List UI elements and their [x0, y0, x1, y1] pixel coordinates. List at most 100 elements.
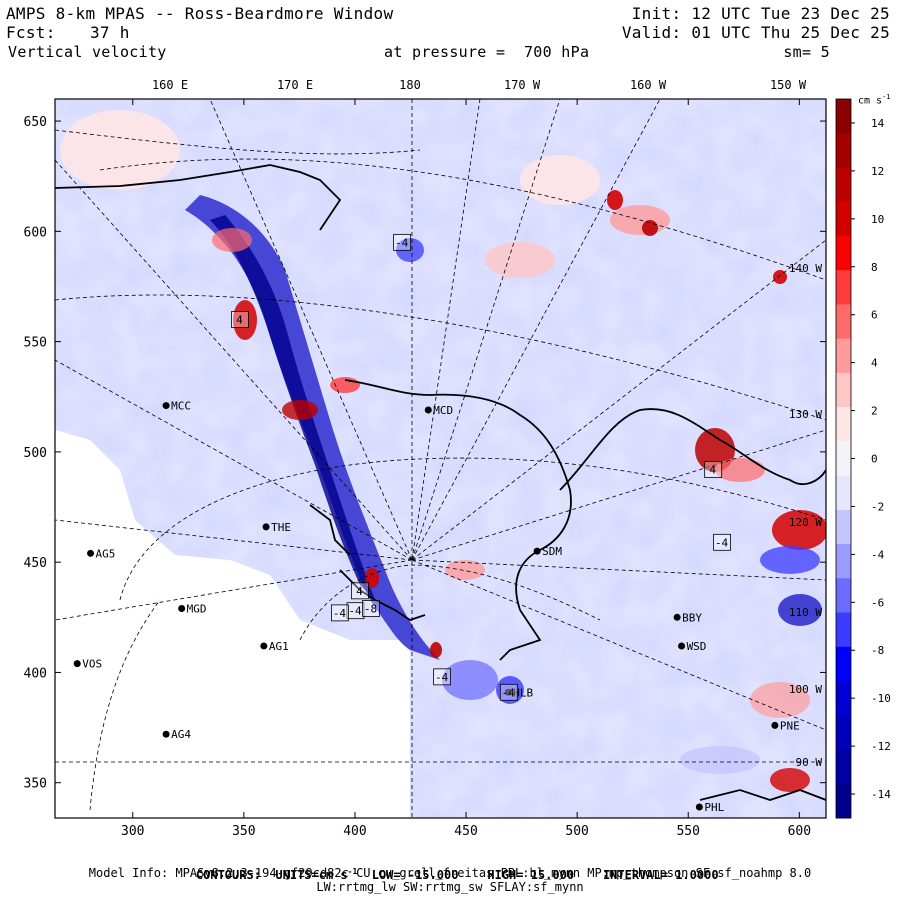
station-dot: [533, 547, 541, 555]
longitude-label-right: 100 W: [789, 683, 822, 696]
colorbar-label: -14: [871, 788, 891, 801]
y-tick-label: 400: [24, 666, 47, 681]
x-tick-label: 550: [676, 824, 699, 839]
contours-label: CONTOURS:: [195, 868, 261, 882]
contour-label-box: [704, 461, 723, 478]
colorbar-label: -4: [871, 548, 885, 561]
station-dot: [260, 642, 268, 650]
colorbar-label: -6: [871, 596, 884, 609]
contour-label-box: [231, 311, 249, 328]
station-label: PNE: [780, 719, 800, 732]
contour-units: UNITS=cm s: [275, 868, 348, 882]
colorbar-swatch: [836, 475, 851, 511]
contour-label-box: [713, 533, 731, 551]
colorbar-swatch: [836, 235, 851, 271]
contour-label-text: -8: [364, 602, 377, 615]
x-tick-label: 300: [121, 824, 144, 839]
station-label: AG4: [171, 728, 191, 741]
station-label: HLB: [513, 686, 533, 699]
colorbar-label: 10: [871, 213, 884, 226]
station-label: AG1: [269, 640, 289, 653]
colorbar: 14 12 10 8 6 4 2 0 -2 -4 -6 -8 -10 -12 -14: [835, 98, 891, 819]
contour-label-text: 4: [709, 464, 716, 477]
longitude-labels-top: 160 E 170 E 180 170 W 160 W 150 W: [152, 78, 807, 92]
colorbar-swatch: [836, 783, 851, 819]
colorbar-units-exponent: -1: [882, 93, 891, 101]
colorbar-swatch: [836, 749, 851, 785]
colorbar-label: -2: [871, 500, 884, 513]
x-tick-label: 500: [565, 824, 588, 839]
station-dot: [162, 402, 170, 410]
colorbar-swatch: [836, 578, 851, 614]
field-name: Vertical velocity: [8, 43, 167, 61]
contour-label-text: -4: [395, 236, 409, 249]
colorbar-swatch: [836, 133, 851, 168]
x-tick-label: 400: [343, 824, 366, 839]
contour-high: HIGH= 15.000: [487, 868, 575, 882]
colorbar-label: -12: [871, 740, 891, 753]
y-tick-label: 650: [24, 115, 47, 130]
colorbar-label: -8: [871, 644, 884, 657]
station-label: SDM: [542, 545, 562, 558]
station-dot: [695, 803, 703, 811]
smoothing-value: sm= 5: [783, 43, 830, 61]
contour-label-box: [499, 683, 518, 701]
forecast-label: Fcst:: [6, 23, 56, 42]
forecast-hour: 37 h: [90, 23, 130, 42]
colorbar-label: 0: [871, 453, 878, 466]
physics-info: LW:rrtmg_lw SW:rrtmg_sw SFLAY:sf_mynn: [316, 880, 584, 894]
longitude-label-top: 150 W: [770, 78, 807, 92]
y-tick-label: 550: [24, 336, 47, 351]
longitude-label-right: 90 W: [796, 756, 823, 769]
longitude-label-top: 170 E: [277, 78, 313, 92]
contour-interval: INTERVAL= 1.0000: [602, 868, 719, 882]
pressure-level: at pressure = 700 hPa: [384, 43, 590, 61]
graticule: [55, 99, 826, 818]
colorbar-label: 12: [871, 165, 884, 178]
station-dot: [87, 549, 95, 557]
coastline: [55, 164, 826, 801]
colorbar-label: 6: [871, 309, 878, 322]
longitude-label-right: 120 W: [789, 516, 822, 529]
y-tick-label: 350: [24, 777, 47, 792]
contour-label-text: 4: [356, 585, 363, 598]
station-label: VOS: [82, 658, 102, 671]
colorbar-swatch: [836, 715, 851, 751]
contour-label-box: [331, 604, 349, 622]
station-label: AG5: [96, 547, 116, 560]
x-axis: 300 350 400 450 500 550 600: [121, 99, 811, 839]
y-tick-label: 450: [24, 556, 47, 571]
plot-title: AMPS 8-km MPAS -- Ross-Beardmore Window: [6, 4, 394, 23]
colorbar-swatch: [836, 407, 851, 442]
colorbar-label: 4: [871, 357, 878, 370]
longitude-label-top: 170 W: [504, 78, 541, 92]
colorbar-swatch: [836, 441, 851, 477]
station-dot: [162, 730, 170, 738]
longitude-label-right: 140 W: [789, 262, 822, 275]
station-dot: [178, 604, 186, 612]
contour-labels: -444-4 -8-4-4-4-44: [231, 233, 731, 701]
colorbar-label: 8: [871, 261, 878, 274]
station-dot: [678, 642, 686, 650]
longitude-label-right: 130 W: [789, 408, 822, 421]
x-tick-label: 450: [454, 824, 477, 839]
contour-units-exponent: -1: [347, 867, 358, 876]
longitude-label-top: 180: [399, 78, 421, 92]
colorbar-swatch: [836, 338, 851, 374]
contour-label-box: [433, 668, 452, 686]
contour-label-text: -4: [502, 686, 516, 699]
colorbar-label: 2: [871, 405, 878, 418]
contour-info: CONTOURS: UNITS=cm s-1 LOW= -15.000 HIGH…: [0, 851, 900, 882]
colorbar-swatch: [836, 167, 851, 203]
colorbar-swatch: [836, 612, 851, 648]
station-label: MCD: [433, 404, 453, 417]
station-label: THE: [271, 521, 291, 534]
longitude-label-right: 110 W: [789, 606, 822, 619]
colorbar-swatch: [836, 544, 851, 579]
colorbar-units-text: cm s: [858, 95, 883, 107]
colorbar-label: -10: [871, 692, 891, 705]
colorbar-swatch: [836, 372, 851, 408]
colorbar-swatch: [836, 509, 851, 545]
station-label: BBY: [682, 611, 702, 624]
